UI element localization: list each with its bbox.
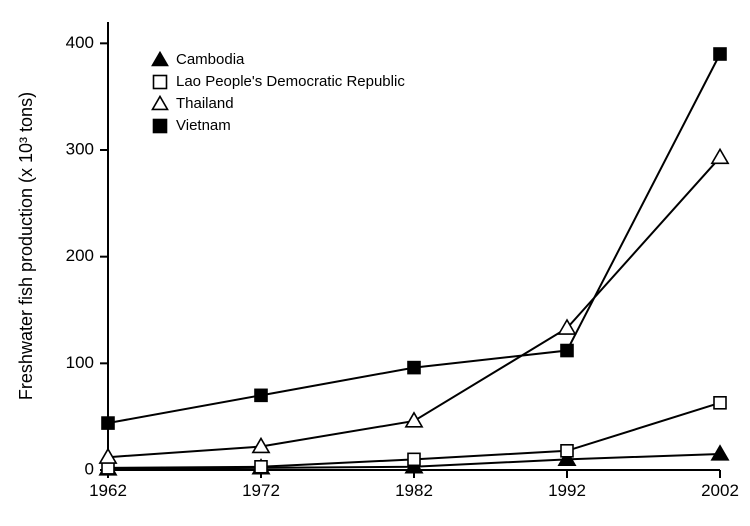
legend-label-thailand: Thailand — [176, 95, 234, 112]
y-tick-label: 300 — [66, 139, 94, 158]
y-tick-label: 400 — [66, 33, 94, 52]
x-tick-label: 1982 — [395, 481, 433, 500]
legend-label-cambodia: Cambodia — [176, 51, 245, 68]
x-tick-label: 1962 — [89, 481, 127, 500]
y-axis-label: Freshwater fish production (x 10³ tons) — [16, 92, 36, 400]
y-tick-label: 100 — [66, 353, 94, 372]
x-tick-label: 2002 — [701, 481, 739, 500]
legend-label-vietnam: Vietnam — [176, 117, 231, 134]
freshwater-production-chart: 0 100 200 300 400 1962 1972 1982 1992 2002 Freshwa… — [0, 0, 750, 526]
y-tick-label: 200 — [66, 246, 94, 265]
x-tick-label: 1992 — [548, 481, 586, 500]
x-tick-label: 1972 — [242, 481, 280, 500]
y-tick-label: 0 — [85, 459, 94, 478]
chart-svg: 0 100 200 300 400 1962 1972 1982 1992 2002 Freshwa… — [0, 0, 750, 526]
legend-label-lao: Lao People's Democratic Republic — [176, 73, 405, 90]
